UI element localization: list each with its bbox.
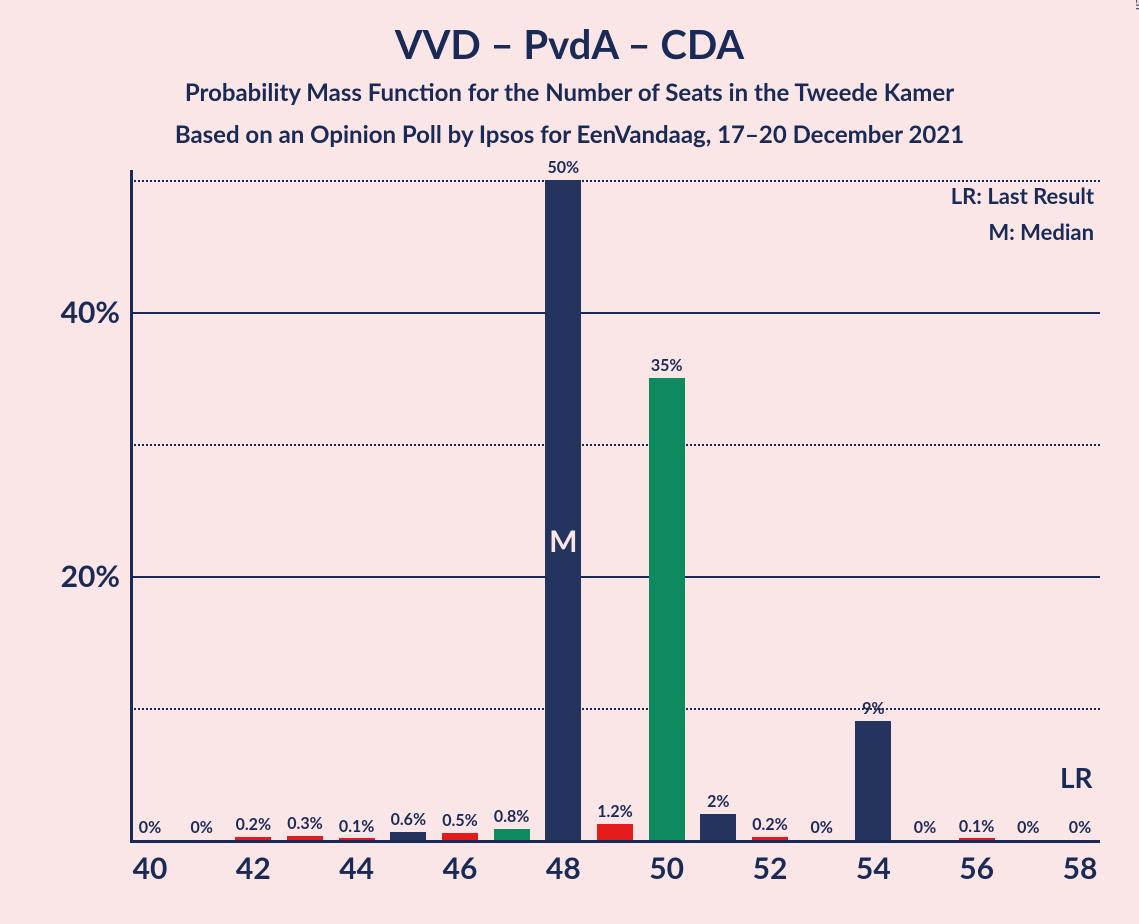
bar-value-label: 0% — [1017, 818, 1039, 837]
x-tick-label: 44 — [339, 850, 374, 886]
bar-value-label: 0.6% — [391, 810, 426, 829]
x-axis — [130, 840, 1100, 843]
gridline-minor — [130, 180, 1100, 182]
y-tick-label: 40% — [20, 294, 120, 330]
y-tick-label: 20% — [20, 558, 120, 594]
bar-value-label: 0.8% — [494, 807, 529, 826]
bar — [494, 829, 530, 840]
bar-value-label: 0.5% — [442, 811, 477, 830]
lr-marker: LR — [1060, 760, 1093, 794]
gridline-minor — [130, 708, 1100, 710]
bar-value-label: 35% — [651, 356, 683, 375]
bar — [235, 837, 271, 840]
bar-value-label: 50% — [547, 158, 579, 177]
legend-m: M: Median — [988, 218, 1094, 245]
x-tick-label: 52 — [753, 850, 788, 886]
bar-value-label: 0% — [810, 818, 832, 837]
x-tick-label: 40 — [133, 850, 168, 886]
bar — [649, 378, 685, 840]
bar-value-label: 0% — [190, 818, 212, 837]
bar — [959, 838, 995, 840]
bar-value-label: 0% — [139, 818, 161, 837]
bar — [855, 721, 891, 840]
x-tick-label: 58 — [1063, 850, 1098, 886]
gridline-major — [130, 312, 1100, 314]
plot-area: LR: Last Result M: Median 20%40%0%0%0.2%… — [130, 180, 1100, 840]
x-tick-label: 46 — [443, 850, 478, 886]
y-axis — [130, 170, 133, 840]
bar — [442, 833, 478, 840]
median-marker: M — [549, 523, 577, 559]
x-tick-label: 50 — [649, 850, 684, 886]
bar — [339, 838, 375, 840]
bar — [545, 180, 581, 840]
bar-value-label: 0.2% — [752, 815, 787, 834]
bar-value-label: 2% — [707, 792, 729, 811]
x-tick-label: 48 — [546, 850, 581, 886]
x-tick-label: 42 — [236, 850, 271, 886]
bar-value-label: 0% — [1069, 818, 1091, 837]
bar — [390, 832, 426, 840]
bar — [597, 824, 633, 840]
bar-value-label: 0.1% — [339, 817, 374, 836]
x-tick-label: 56 — [959, 850, 994, 886]
bar-value-label: 9% — [862, 699, 884, 718]
bar-value-label: 0.1% — [959, 817, 994, 836]
chart-title: VVD – PvdA – CDA — [0, 20, 1139, 68]
chart-subtitle-1: Probability Mass Function for the Number… — [0, 78, 1139, 107]
chart-subtitle-2: Based on an Opinion Poll by Ipsos for Ee… — [0, 120, 1139, 149]
gridline-major — [130, 576, 1100, 578]
copyright-label: © 2021 Filip van Laenen — [1133, 0, 1139, 10]
bar-value-label: 0.3% — [287, 814, 322, 833]
bar — [752, 837, 788, 840]
gridline-minor — [130, 444, 1100, 446]
x-tick-label: 54 — [856, 850, 891, 886]
chart-page: { "title": "VVD – PvdA – CDA", "subtitle… — [0, 0, 1139, 924]
bar — [700, 814, 736, 840]
bar — [287, 836, 323, 840]
bar-value-label: 0% — [914, 818, 936, 837]
legend-lr: LR: Last Result — [951, 182, 1094, 209]
bar-value-label: 0.2% — [236, 815, 271, 834]
bar-value-label: 1.2% — [597, 802, 632, 821]
